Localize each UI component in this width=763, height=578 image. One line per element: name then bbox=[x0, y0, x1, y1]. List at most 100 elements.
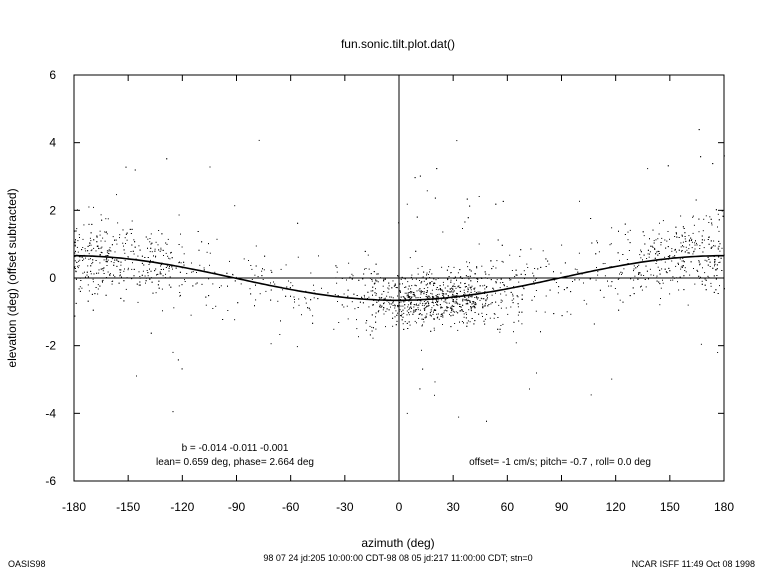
scatter-point bbox=[81, 256, 83, 258]
scatter-point bbox=[596, 240, 598, 242]
scatter-point bbox=[402, 309, 404, 311]
scatter-point bbox=[674, 255, 676, 257]
scatter-point bbox=[474, 320, 476, 322]
scatter-point bbox=[418, 317, 420, 319]
y-tick-label: -4 bbox=[45, 406, 56, 420]
scatter-point bbox=[149, 238, 151, 239]
scatter-point bbox=[697, 271, 699, 272]
scatter-point bbox=[139, 281, 141, 283]
scatter-point bbox=[97, 293, 99, 295]
scatter-point bbox=[84, 248, 86, 250]
scatter-point bbox=[294, 299, 295, 300]
scatter-point bbox=[119, 271, 121, 273]
scatter-point bbox=[710, 240, 712, 242]
scatter-point bbox=[452, 314, 454, 316]
chart-title: fun.sonic.tilt.plot.dat() bbox=[341, 37, 455, 51]
scatter-point bbox=[383, 291, 385, 292]
scatter-point bbox=[463, 294, 465, 295]
scatter-point bbox=[658, 253, 660, 254]
scatter-point bbox=[120, 264, 122, 266]
scatter-point bbox=[694, 283, 696, 285]
scatter-point bbox=[453, 301, 455, 303]
scatter-point bbox=[364, 250, 366, 252]
scatter-point bbox=[430, 315, 432, 317]
scatter-point bbox=[437, 313, 439, 315]
scatter-point bbox=[349, 276, 351, 278]
scatter-point bbox=[646, 258, 648, 259]
scatter-point bbox=[664, 261, 666, 263]
scatter-point bbox=[133, 268, 135, 270]
scatter-point bbox=[662, 282, 664, 284]
scatter-point bbox=[147, 238, 149, 240]
scatter-point bbox=[660, 242, 662, 243]
scatter-point bbox=[676, 233, 677, 235]
scatter-point bbox=[449, 307, 451, 309]
scatter-point bbox=[111, 244, 113, 246]
scatter-point bbox=[184, 279, 185, 281]
scatter-point bbox=[421, 266, 423, 267]
scatter-point bbox=[380, 306, 382, 308]
scatter-point bbox=[500, 301, 502, 303]
scatter-point bbox=[436, 301, 438, 302]
scatter-point bbox=[470, 296, 472, 298]
scatter-point bbox=[515, 269, 517, 271]
scatter-point bbox=[693, 251, 695, 253]
scatter-point bbox=[378, 310, 380, 312]
scatter-point bbox=[336, 271, 338, 273]
scatter-point bbox=[292, 285, 294, 287]
scatter-point bbox=[484, 284, 486, 286]
scatter-point bbox=[248, 260, 249, 261]
scatter-point bbox=[566, 287, 568, 288]
scatter-point bbox=[422, 324, 423, 326]
scatter-point bbox=[669, 293, 671, 295]
x-tick-label: -90 bbox=[228, 500, 246, 514]
scatter-point bbox=[88, 253, 90, 255]
scatter-point bbox=[107, 218, 109, 220]
scatter-point bbox=[696, 244, 698, 246]
scatter-point bbox=[110, 261, 112, 263]
scatter-point bbox=[381, 293, 383, 295]
scatter-point bbox=[491, 302, 493, 304]
scatter-point bbox=[99, 262, 101, 264]
scatter-point bbox=[298, 304, 300, 306]
scatter-point bbox=[74, 268, 76, 269]
scatter-point bbox=[220, 285, 222, 287]
scatter-point bbox=[110, 250, 112, 252]
scatter-point bbox=[470, 286, 472, 288]
scatter-point bbox=[92, 261, 94, 263]
scatter-point bbox=[683, 261, 685, 263]
scatter-point bbox=[375, 263, 377, 265]
scatter-point bbox=[100, 254, 101, 256]
scatter-point bbox=[572, 281, 573, 282]
scatter-point bbox=[157, 273, 159, 275]
scatter-point bbox=[384, 278, 386, 280]
scatter-point bbox=[629, 242, 631, 244]
scatter-point bbox=[629, 229, 631, 231]
scatter-point bbox=[364, 296, 365, 298]
scatter-point bbox=[397, 312, 399, 314]
scatter-point bbox=[501, 244, 503, 246]
scatter-point bbox=[201, 241, 203, 243]
scatter-point bbox=[419, 280, 420, 281]
scatter-point bbox=[474, 303, 476, 305]
scatter-point bbox=[466, 325, 468, 327]
scatter-point bbox=[627, 231, 629, 233]
scatter-point bbox=[513, 331, 514, 333]
scatter-point bbox=[431, 289, 433, 291]
scatter-point bbox=[698, 275, 700, 277]
scatter-point bbox=[464, 286, 466, 288]
scatter-point bbox=[698, 260, 700, 262]
scatter-point bbox=[441, 307, 443, 309]
scatter-point bbox=[420, 300, 422, 302]
scatter-point bbox=[713, 275, 715, 277]
scatter-point bbox=[305, 298, 307, 300]
scatter-point bbox=[713, 245, 714, 247]
scatter-point bbox=[518, 281, 520, 283]
scatter-point bbox=[484, 305, 486, 307]
scatter-point bbox=[437, 301, 438, 303]
scatter-point bbox=[497, 317, 499, 318]
scatter-point bbox=[703, 239, 705, 241]
scatter-point bbox=[155, 292, 157, 294]
scatter-point bbox=[669, 270, 671, 272]
scatter-point bbox=[92, 278, 94, 280]
